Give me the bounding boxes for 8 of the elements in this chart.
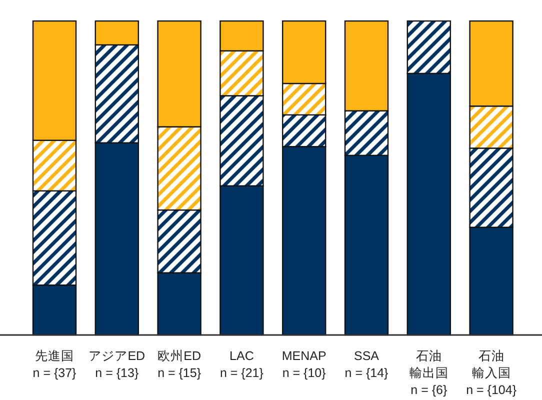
x-tick-label: 石油輸出国 n = {6} <box>409 349 448 397</box>
x-tick-label: 欧州ED n = {15} <box>158 349 202 380</box>
x-tick-label: 先進国 n = {37} <box>32 349 76 380</box>
x-tick-label: MENAP n = {10} <box>282 349 326 380</box>
x-tick-label: SSA n = {14} <box>344 349 388 380</box>
x-tick-label: アジアED n = {13} <box>88 349 146 380</box>
x-tick-label: LAC n = {21} <box>220 349 264 380</box>
x-tick-label: 石油輸入国 n = {104} <box>466 349 517 397</box>
